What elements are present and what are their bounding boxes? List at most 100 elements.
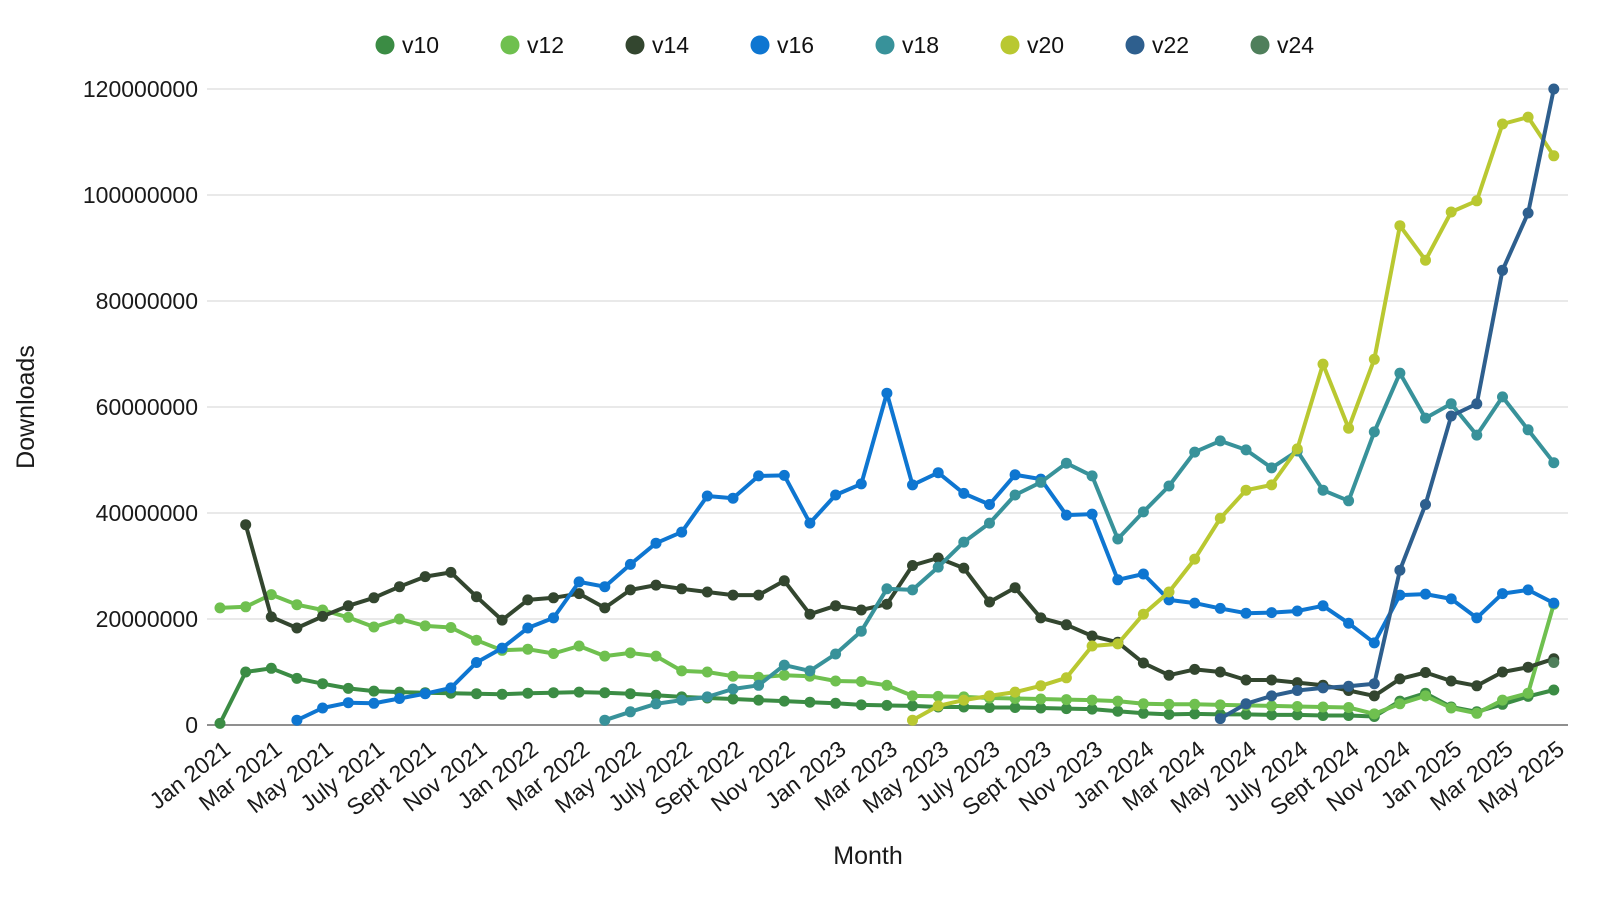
data-point-v14 [368,592,380,604]
data-point-v16 [1291,605,1303,617]
legend-item-v22[interactable]: v22 [1125,32,1190,58]
data-point-v10 [214,717,226,729]
series-v24 [1548,657,1560,668]
data-point-v12 [650,650,662,662]
data-point-v12 [907,690,918,702]
data-point-v12 [1291,701,1303,712]
data-point-v20 [984,690,995,702]
data-point-v16 [522,622,534,634]
data-point-v14 [445,566,457,578]
data-point-v14 [1060,619,1072,631]
legend-item-v24[interactable]: v24 [1250,32,1315,58]
series-v18 [599,367,1560,726]
data-point-v14 [1394,673,1406,685]
y-tick-label: 20000000 [96,606,198,632]
legend-item-v18[interactable]: v18 [875,32,940,58]
data-point-v18 [1497,391,1508,403]
data-point-v14 [1137,657,1149,669]
data-point-v14 [778,575,790,587]
data-point-v20 [1548,150,1560,162]
data-point-v16 [624,558,636,570]
data-point-v12 [1317,701,1329,713]
data-point-v18 [1214,435,1226,447]
legend-dot-icon [875,35,895,55]
data-point-v20 [1291,443,1303,455]
data-point-v10 [317,678,329,690]
data-point-v18 [1548,457,1560,469]
data-point-v10 [240,666,252,678]
data-point-v14 [830,600,842,612]
legend-label: v18 [902,32,939,58]
data-point-v22 [1368,678,1380,690]
data-point-v20 [1497,118,1508,130]
data-point-v18 [701,691,713,703]
data-point-v14 [1214,666,1226,678]
data-point-v12 [573,640,585,652]
data-point-v18 [676,694,688,706]
legend-item-v12[interactable]: v12 [500,32,565,58]
data-point-v18 [984,517,995,529]
data-point-v12 [599,650,611,662]
legend-dot-icon [1250,35,1270,55]
data-point-v10 [496,688,508,700]
data-point-v14 [1445,675,1457,687]
series-line-v14 [243,522,1556,698]
data-point-v14 [1086,630,1098,642]
data-point-v14 [1240,674,1252,686]
data-point-v12 [1445,702,1457,714]
data-point-v12 [548,648,559,659]
data-point-v14 [727,589,739,601]
y-tick-label: 60000000 [96,394,198,420]
data-point-v14 [676,583,688,595]
legend-item-v10[interactable]: v10 [375,32,440,58]
legend-label: v12 [527,32,564,58]
y-axis-title: Downloads [12,345,40,469]
data-point-v16 [778,469,790,481]
data-point-v20 [1060,672,1072,684]
data-point-v14 [291,622,303,634]
legend-label: v10 [402,32,439,58]
data-point-v16 [1522,584,1534,596]
legend-item-v14[interactable]: v14 [625,32,690,58]
data-point-v20 [1266,479,1278,491]
data-point-v12 [1214,699,1226,711]
data-point-v20 [1214,512,1226,524]
data-point-v12 [1189,698,1201,710]
data-point-v16 [317,702,329,714]
data-point-v16 [676,526,688,538]
data-point-v18 [1266,462,1278,474]
data-point-v12 [1497,694,1508,706]
data-point-v10 [624,688,636,700]
data-point-v10 [1240,708,1252,720]
data-point-v12 [240,601,252,613]
data-point-v16 [368,697,380,709]
data-point-v12 [342,611,354,623]
data-point-v18 [650,698,662,710]
data-point-v20 [1522,111,1534,123]
data-point-v14 [548,592,559,604]
data-point-v20 [1445,206,1457,218]
data-point-v10 [1035,702,1047,714]
data-point-v14 [984,596,995,608]
data-point-v22 [1445,410,1457,422]
chart-legend: v10 v12 v14 v16 v18 v20 v22 v24 [375,32,1315,58]
data-point-v20 [1137,608,1149,620]
y-tick-label: 100000000 [83,182,198,208]
legend-item-v20[interactable]: v20 [1000,32,1065,58]
data-point-v12 [471,634,482,646]
y-gridlines [207,88,1568,726]
legend-item-v16[interactable]: v16 [750,32,815,58]
legend-label: v20 [1027,32,1064,58]
data-point-v16 [1214,602,1226,614]
data-point-v10 [471,688,482,700]
data-point-v10 [1548,684,1560,696]
data-point-v16 [984,499,995,510]
data-point-v22 [1548,83,1560,95]
data-point-v12 [522,643,534,655]
data-point-v12 [394,613,405,625]
data-point-v18 [881,583,893,595]
data-point-v14 [599,602,611,614]
data-point-v10 [1291,709,1303,721]
data-point-v16 [419,688,431,700]
